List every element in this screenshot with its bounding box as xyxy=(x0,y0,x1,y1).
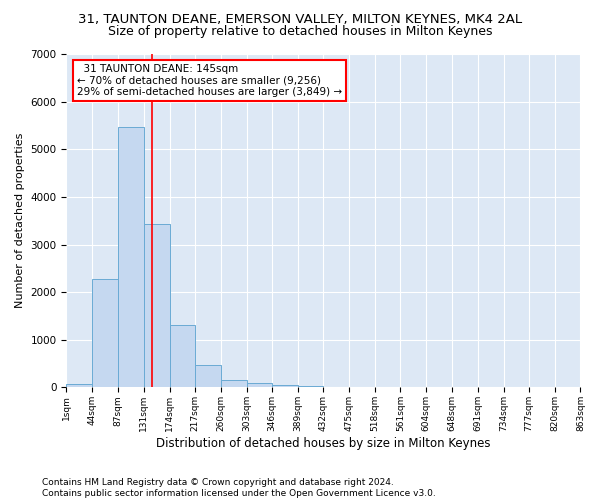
Y-axis label: Number of detached properties: Number of detached properties xyxy=(15,133,25,308)
Bar xyxy=(195,365,221,388)
Bar xyxy=(221,380,247,388)
Text: Size of property relative to detached houses in Milton Keynes: Size of property relative to detached ho… xyxy=(108,25,492,38)
Text: Contains HM Land Registry data © Crown copyright and database right 2024.
Contai: Contains HM Land Registry data © Crown c… xyxy=(42,478,436,498)
Bar xyxy=(170,325,195,388)
Bar xyxy=(144,224,170,388)
Bar xyxy=(298,386,323,388)
Bar xyxy=(272,384,298,388)
Text: 31 TAUNTON DEANE: 145sqm
← 70% of detached houses are smaller (9,256)
29% of sem: 31 TAUNTON DEANE: 145sqm ← 70% of detach… xyxy=(77,64,342,97)
Bar xyxy=(247,383,272,388)
Bar xyxy=(67,384,92,388)
Bar xyxy=(92,279,118,388)
X-axis label: Distribution of detached houses by size in Milton Keynes: Distribution of detached houses by size … xyxy=(156,437,491,450)
Text: 31, TAUNTON DEANE, EMERSON VALLEY, MILTON KEYNES, MK4 2AL: 31, TAUNTON DEANE, EMERSON VALLEY, MILTO… xyxy=(78,12,522,26)
Bar xyxy=(118,128,144,388)
